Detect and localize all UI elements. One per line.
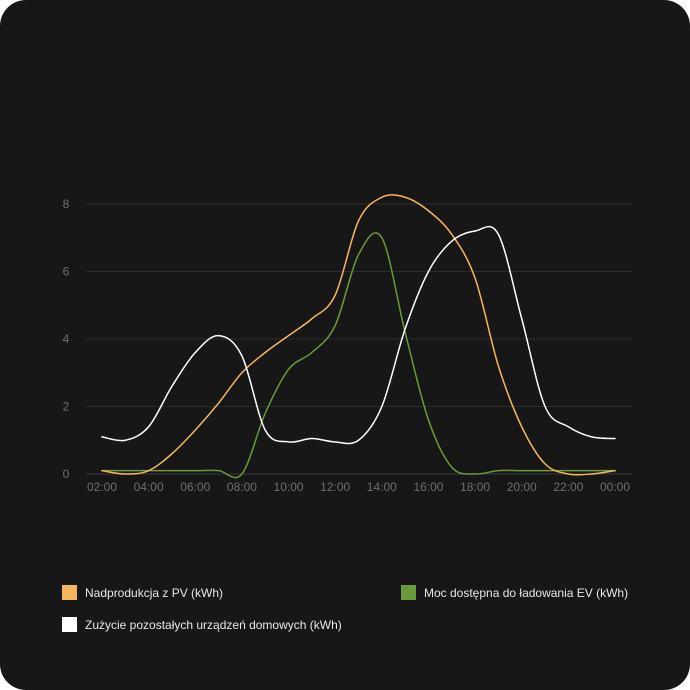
legend-label-pv: Nadprodukcja z PV (kWh) (85, 585, 224, 600)
x-tick-label: 16:00 (413, 480, 443, 494)
series-lines (101, 194, 616, 479)
x-axis-ticks: 02:00 04:00 06:00 08:00 10:00 12:00 14:00 16:00… (87, 480, 630, 494)
y-axis-ticks: 0 2 4 6 8 (63, 197, 70, 481)
x-tick-label: 18:00 (460, 480, 490, 494)
series-line-ev (101, 232, 616, 479)
legend-item-ev[interactable]: Moc dostępna do ładowania EV (kWh) (401, 585, 628, 600)
legend-swatch-ev (401, 585, 416, 600)
legend-item-pv[interactable]: Nadprodukcja z PV (kWh) (62, 585, 223, 600)
legend-label-household: Zużycie pozostałych urządzeń domowych (k… (85, 617, 342, 632)
y-tick-label: 8 (63, 197, 70, 211)
legend-item-household[interactable]: Zużycie pozostałych urządzeń domowych (k… (62, 617, 342, 632)
x-tick-label: 08:00 (227, 480, 257, 494)
grid-lines (86, 203, 632, 475)
x-tick-label: 02:00 (87, 480, 117, 494)
legend-label-ev: Moc dostępna do ładowania EV (kWh) (424, 585, 629, 600)
x-tick-label: 20:00 (507, 480, 537, 494)
legend-swatch-household (62, 617, 77, 632)
y-tick-label: 6 (63, 265, 70, 279)
x-tick-label: 22:00 (553, 480, 583, 494)
line-chart: 0 2 4 6 8 02:00 04:00 06:00 08:00 10:00 12:00 14:0… (63, 194, 632, 494)
x-tick-label: 10:00 (274, 480, 304, 494)
series-line-household (101, 225, 616, 445)
y-tick-label: 0 (63, 467, 70, 481)
y-tick-label: 4 (63, 332, 70, 346)
x-tick-label: 00:00 (600, 480, 630, 494)
x-tick-label: 04:00 (134, 480, 164, 494)
series-line-pv (101, 194, 616, 476)
x-tick-label: 14:00 (367, 480, 397, 494)
legend-swatch-pv (62, 585, 77, 600)
x-tick-label: 12:00 (320, 480, 350, 494)
x-tick-label: 06:00 (180, 480, 210, 494)
y-tick-label: 2 (63, 400, 70, 414)
